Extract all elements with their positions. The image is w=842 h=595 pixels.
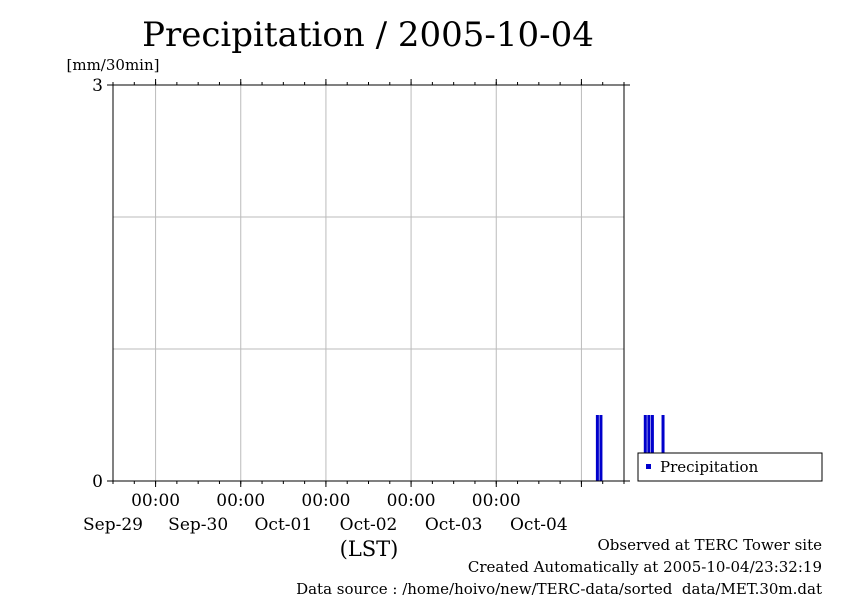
x-tick-day-label: Oct-01 bbox=[254, 515, 312, 535]
precipitation-bar bbox=[647, 415, 651, 481]
legend-swatch bbox=[646, 464, 651, 469]
precipitation-bar bbox=[595, 415, 599, 481]
chart-title: Precipitation / 2005-10-04 bbox=[142, 15, 594, 55]
x-tick-time-label: 00:00 bbox=[131, 491, 180, 511]
legend-box bbox=[637, 452, 823, 482]
y-axis-unit-label: [mm/30min] bbox=[67, 56, 160, 74]
footer-observed: Observed at TERC Tower site bbox=[597, 536, 822, 554]
precipitation-bar bbox=[650, 415, 654, 481]
x-tick-day-label: Sep-29 bbox=[83, 515, 143, 535]
x-tick-time-label: 00:00 bbox=[472, 491, 521, 511]
y-tick-label: 3 bbox=[92, 76, 103, 96]
precipitation-bar bbox=[599, 415, 603, 481]
x-tick-time-label: 00:00 bbox=[387, 491, 436, 511]
precipitation-bar bbox=[661, 415, 665, 481]
precipitation-bar bbox=[643, 415, 647, 481]
legend: Precipitation bbox=[637, 452, 823, 482]
x-tick-labels: 00:00 Sep-29 00:00 Sep-30 00:00 Oct-01 00:00 Oc… bbox=[83, 491, 568, 535]
x-tick-day-label: Sep-30 bbox=[168, 515, 228, 535]
x-tick-time-label: 00:00 bbox=[301, 491, 350, 511]
y-tick-label: 0 bbox=[92, 472, 103, 492]
axis-ticks bbox=[107, 79, 630, 487]
x-tick-day-label: Oct-04 bbox=[510, 515, 568, 535]
x-tick-day-label: Oct-03 bbox=[425, 515, 483, 535]
x-tick-day-label: Oct-02 bbox=[340, 515, 398, 535]
plot-frame bbox=[112, 84, 625, 482]
y-tick-labels: 03 bbox=[92, 76, 103, 492]
footer-created: Created Automatically at 2005-10-04/23:3… bbox=[468, 558, 822, 576]
x-axis-label: (LST) bbox=[340, 537, 399, 561]
footer-source: Data source : /home/hoivo/new/TERC-data/… bbox=[296, 580, 822, 595]
precipitation-bars bbox=[595, 415, 665, 481]
legend-label: Precipitation bbox=[660, 458, 759, 476]
gridlines bbox=[113, 85, 624, 481]
x-tick-time-label: 00:00 bbox=[216, 491, 265, 511]
